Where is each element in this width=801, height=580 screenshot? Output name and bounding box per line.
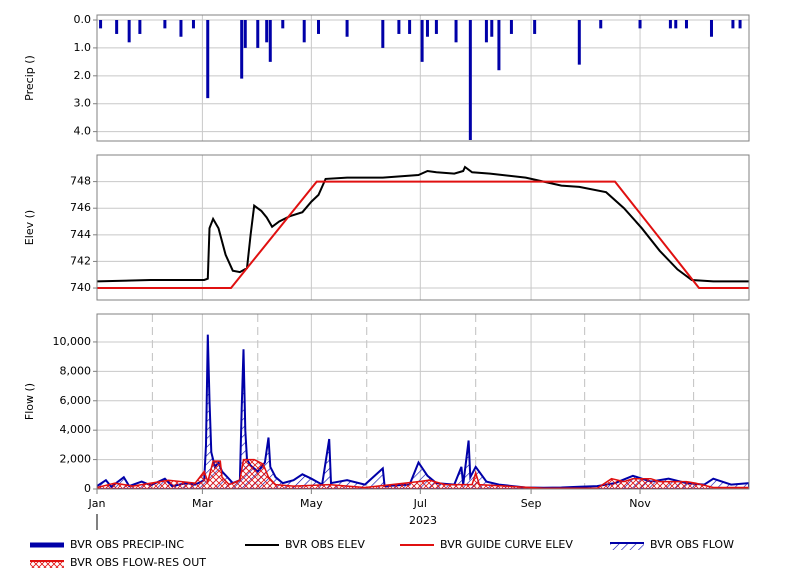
- bar: [490, 20, 494, 37]
- legend-label: BVR GUIDE CURVE ELEV: [440, 538, 573, 551]
- y-tick-label: 10,000: [53, 335, 92, 348]
- bar: [381, 20, 385, 48]
- x-tick-label: Sep: [521, 497, 542, 510]
- bar: [191, 20, 195, 29]
- bar: [240, 20, 244, 79]
- bar: [731, 20, 735, 29]
- y-tick-label: 1.0: [74, 41, 92, 54]
- bar: [281, 20, 285, 29]
- legend-swatch: [610, 543, 644, 550]
- y-tick-label: 8,000: [60, 364, 92, 377]
- bar: [425, 20, 429, 37]
- legend-label: BVR OBS FLOW-RES OUT: [70, 556, 206, 569]
- y-tick-label: 746: [70, 201, 91, 214]
- x-tick-label: Nov: [629, 497, 651, 510]
- bar: [408, 20, 412, 34]
- panel: 0 2,000 4,000 6,000 8,000 10,000 Flow (): [23, 313, 750, 495]
- bar: [638, 20, 642, 29]
- bar: [484, 20, 488, 43]
- data-layer: [97, 334, 749, 489]
- bar: [345, 20, 349, 37]
- legend-label: BVR OBS ELEV: [285, 538, 365, 551]
- bar: [533, 20, 537, 34]
- bar: [268, 20, 272, 62]
- bar: [317, 20, 321, 34]
- bar: [265, 20, 269, 43]
- series-area: [97, 334, 749, 489]
- bar: [243, 20, 247, 48]
- bar: [179, 20, 183, 37]
- bar: [302, 20, 306, 43]
- series-line: [97, 165, 749, 283]
- bar: [99, 20, 103, 29]
- x-tick-label: Jan: [88, 497, 106, 510]
- bar: [206, 20, 210, 99]
- y-tick-label: 4.0: [74, 125, 92, 138]
- bar: [577, 20, 581, 65]
- bar: [127, 20, 131, 43]
- y-axis-label: Flow (): [23, 383, 36, 420]
- data-layer: [97, 165, 749, 289]
- legend-swatch: [30, 561, 64, 568]
- bar: [668, 20, 672, 29]
- bar: [709, 20, 713, 37]
- bar: [163, 20, 167, 29]
- bar: [256, 20, 260, 48]
- bar: [420, 20, 424, 62]
- y-tick-label: 744: [70, 228, 91, 241]
- series-line: [97, 180, 749, 289]
- x-axis-label: 2023: [409, 514, 437, 527]
- bar: [138, 20, 142, 34]
- x-tick-label: Jul: [413, 497, 427, 510]
- bar: [599, 20, 603, 29]
- plot-frame: [96, 154, 750, 301]
- bar: [468, 20, 472, 140]
- x-tick-label: May: [300, 497, 323, 510]
- bar: [497, 20, 501, 71]
- y-tick-label: 2.0: [74, 69, 92, 82]
- y-tick-label: 742: [70, 254, 91, 267]
- bar: [434, 20, 438, 34]
- y-tick-label: 4,000: [60, 423, 92, 436]
- y-tick-label: 6,000: [60, 394, 92, 407]
- y-tick-label: 2,000: [60, 453, 92, 466]
- plot-frame: [96, 313, 750, 490]
- y-axis-label: Precip (): [23, 55, 36, 101]
- bar: [684, 20, 688, 29]
- bar: [115, 20, 119, 34]
- y-tick-label: 740: [70, 281, 91, 294]
- bar: [397, 20, 401, 34]
- bar: [738, 20, 742, 29]
- x-tick-label: Mar: [192, 497, 213, 510]
- bar: [674, 20, 678, 29]
- plot-frame: [96, 14, 750, 142]
- y-tick-label: 0.0: [74, 13, 92, 26]
- y-tick-label: 0: [84, 482, 91, 495]
- series-area: [97, 458, 749, 489]
- y-tick-label: 748: [70, 175, 91, 188]
- data-layer: [99, 20, 742, 140]
- y-tick-label: 3.0: [74, 97, 92, 110]
- panel: 0.0 1.0 2.0 3.0 4.0 Precip (): [23, 13, 750, 142]
- legend-label: BVR OBS FLOW: [650, 538, 734, 551]
- panel: 740 742 744 746 748 Elev (): [23, 154, 750, 301]
- bar: [454, 20, 458, 43]
- bar: [509, 20, 513, 34]
- y-axis-label: Elev (): [23, 210, 36, 245]
- legend-label: BVR OBS PRECIP-INC: [70, 538, 184, 551]
